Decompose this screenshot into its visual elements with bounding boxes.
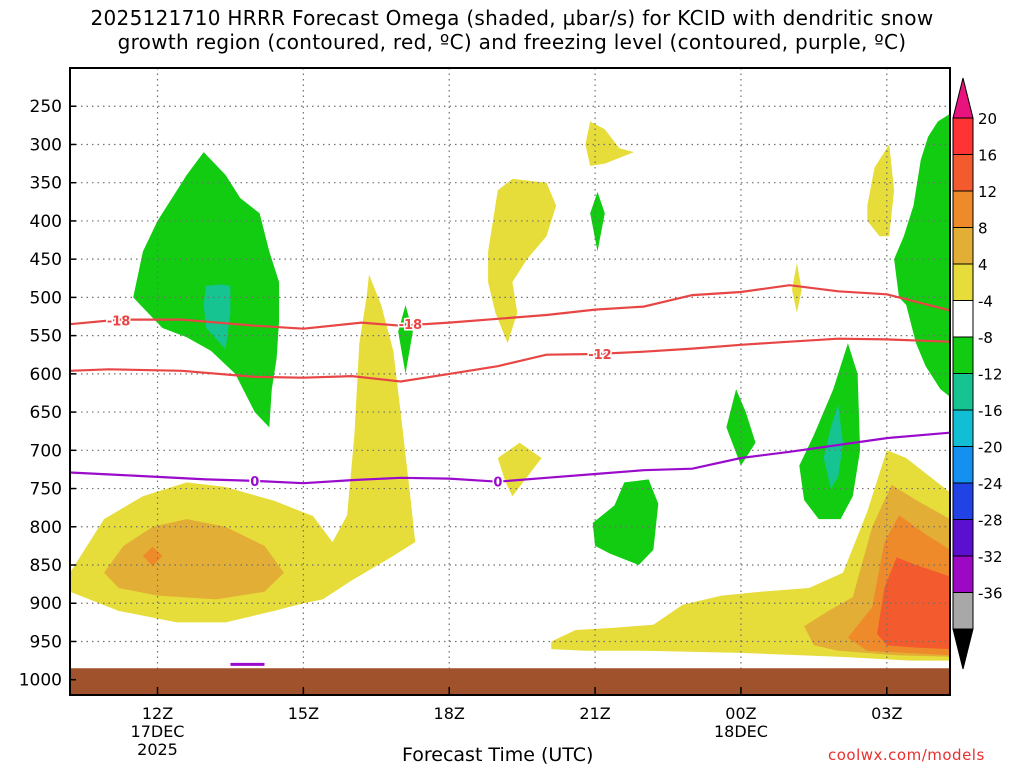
- y-tick-label-850: 850: [30, 556, 62, 576]
- plot-border: [69, 67, 951, 696]
- y-tick-label-950: 950: [30, 632, 62, 652]
- contour-label--12-1: -12: [588, 348, 612, 363]
- colorbar-label-11: -24: [978, 475, 1003, 493]
- credit-link[interactable]: coolwx.com/models: [828, 746, 985, 764]
- omega-shading: [70, 113, 950, 661]
- colorbar-label-2: 16: [978, 147, 997, 165]
- colorbar-swatch-10: [952, 446, 974, 484]
- x-tick-label-00Z: 00Z: [725, 704, 756, 723]
- omega-region-3: [142, 546, 163, 567]
- colorbar-swatch-8: [952, 373, 974, 411]
- ground-layer: [70, 668, 950, 695]
- ground-surface: [70, 668, 950, 695]
- plot-frame: [69, 67, 951, 696]
- x-axis-label: Forecast Time (UTC): [402, 744, 594, 766]
- contour--18: [70, 284, 950, 330]
- contour-label--18-2: -18: [399, 318, 423, 333]
- colorbar-label-9: -16: [978, 402, 1003, 420]
- colorbar-swatch-9: [952, 409, 974, 447]
- y-tick-label-800: 800: [30, 518, 62, 538]
- y-tick-label-300: 300: [30, 135, 62, 155]
- contour-label-0-2: 0: [493, 476, 502, 491]
- omega-region-17: [592, 479, 659, 565]
- x-tick-date-12Z: 17DEC: [131, 722, 185, 741]
- colorbar-swatch-6: [952, 300, 974, 338]
- omega-region-14: [203, 284, 231, 350]
- contour-lines: -18 -18 -12 0 0: [70, 284, 950, 666]
- colorbar-label-3: 12: [978, 183, 997, 201]
- contour--12: [70, 337, 950, 383]
- omega-region-8: [867, 144, 895, 237]
- colorbar-arrow-bottom: [952, 628, 974, 670]
- x-tick-label-12Z: 12Z: [142, 704, 173, 723]
- colorbar-swatch-2: [952, 154, 974, 192]
- colorbar-label-13: -32: [978, 548, 1003, 566]
- colorbar-label-1: 20: [978, 110, 997, 128]
- omega-region-2: [104, 519, 284, 600]
- y-tick-label-550: 550: [30, 327, 62, 347]
- colorbar-swatch-14: [952, 592, 974, 630]
- x-tick-label-21Z: 21Z: [579, 704, 610, 723]
- y-tick-label-250: 250: [30, 97, 62, 117]
- x-tick-year-12Z: 2025: [137, 740, 178, 759]
- y-tick-label-700: 700: [30, 441, 62, 461]
- colorbar-swatch-12: [952, 519, 974, 557]
- colorbar-swatch-11: [952, 482, 974, 520]
- colorbar-label-12: -28: [978, 512, 1003, 530]
- y-tick-label-350: 350: [30, 174, 62, 194]
- colorbar-arrow-top: [952, 77, 974, 119]
- y-tick-label-750: 750: [30, 480, 62, 500]
- y-tick-label-1000: 1000: [19, 671, 62, 691]
- x-tick-label-03Z: 03Z: [871, 704, 902, 723]
- colorbar-label-10: -20: [978, 439, 1003, 457]
- omega-region-18: [726, 389, 756, 466]
- colorbar-swatch-5: [952, 263, 974, 301]
- omega-region-7: [792, 263, 802, 313]
- y-tick-label-500: 500: [30, 288, 62, 308]
- x-tick-date-00Z: 18DEC: [714, 722, 768, 741]
- y-tick-label-900: 900: [30, 594, 62, 614]
- colorbar-swatch-13: [952, 555, 974, 593]
- omega-region-21: [894, 113, 950, 397]
- x-tick-label-15Z: 15Z: [288, 704, 319, 723]
- colorbar-label-5: 4: [978, 256, 988, 274]
- colorbar-swatch-4: [952, 227, 974, 265]
- colorbar-swatch-7: [952, 336, 974, 374]
- colorbar-label-4: 8: [978, 220, 988, 238]
- omega-region-4: [488, 178, 557, 344]
- contour-label-0-1: 0: [250, 475, 259, 490]
- omega-region-12: [877, 557, 950, 650]
- colorbar-swatch-3: [952, 190, 974, 228]
- colorbar: 20 16 12 8 4 -4 -8 -12 -16 -20 -24 -28 -32 -36: [952, 77, 1003, 670]
- colorbar-swatch-1: [952, 117, 974, 155]
- contour-0: [70, 431, 950, 485]
- omega-region-6: [585, 121, 634, 166]
- colorbar-label-8: -12: [978, 366, 1003, 384]
- y-tick-label-400: 400: [30, 212, 62, 232]
- y-tick-label-450: 450: [30, 250, 62, 270]
- colorbar-label-14: -36: [978, 585, 1003, 603]
- contour-label--18-1: -18: [107, 314, 131, 329]
- chart-title: 2025121710 HRRR Forecast Omega (shaded, …: [0, 6, 1024, 54]
- omega-region-5: [497, 442, 542, 497]
- omega-region-16: [590, 191, 605, 252]
- y-tick-label-650: 650: [30, 403, 62, 423]
- y-tick-label-600: 600: [30, 365, 62, 385]
- omega-region-15: [398, 305, 413, 374]
- colorbar-label-7: -8: [978, 329, 993, 347]
- x-tick-label-18Z: 18Z: [434, 704, 465, 723]
- title-line-2: growth region (contoured, red, ºC) and f…: [117, 30, 907, 54]
- colorbar-label-6: -4: [978, 293, 993, 311]
- title-line-1: 2025121710 HRRR Forecast Omega (shaded, …: [90, 6, 934, 30]
- omega-region-19: [799, 343, 861, 520]
- y-axis: 250 300 350 400 450 500 550 600 650 700 750 800 850 9…: [19, 97, 76, 691]
